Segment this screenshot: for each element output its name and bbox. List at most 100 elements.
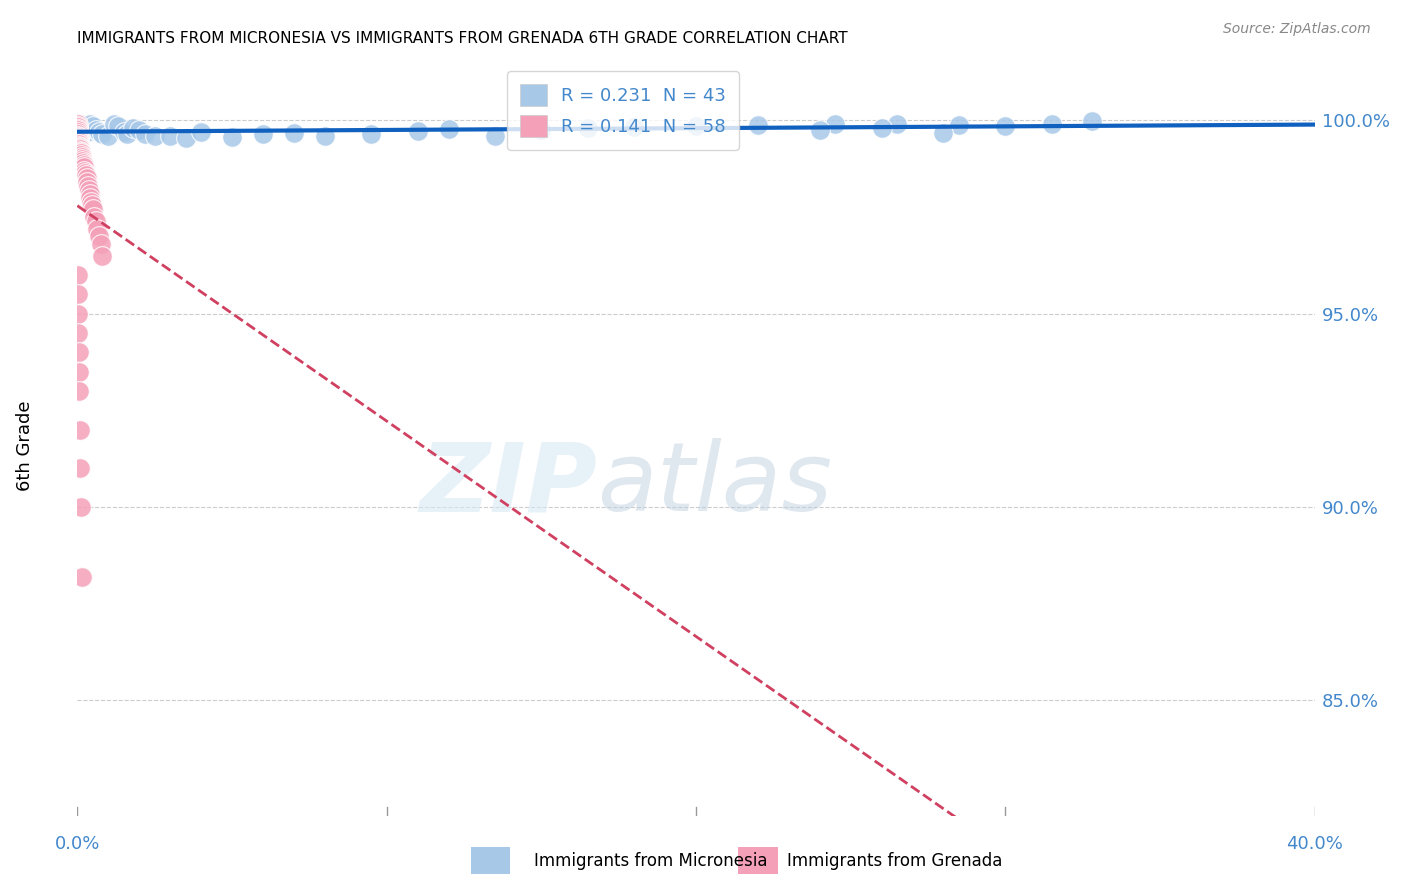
Point [437, 122, 460, 136]
Point [76, 125, 98, 139]
Text: ZIP: ZIP [419, 438, 598, 531]
Point [82, 198, 104, 212]
Point [66, 119, 89, 133]
Legend: R = 0.231  N = 43, R = 0.141  N = 58: R = 0.231 N = 43, R = 0.141 N = 58 [508, 71, 738, 150]
Text: atlas: atlas [598, 438, 832, 531]
Point [530, 123, 553, 137]
Text: Immigrants from Micronesia: Immigrants from Micronesia [534, 852, 768, 870]
Point [128, 123, 150, 137]
Point [932, 126, 955, 140]
Point [90, 237, 112, 252]
Point [252, 127, 274, 141]
Point [67, 128, 90, 143]
Point [115, 127, 138, 141]
Point [67, 365, 90, 379]
Point [103, 117, 125, 131]
Text: 40.0%: 40.0% [1286, 835, 1343, 853]
Point [67, 326, 90, 340]
Point [72, 119, 94, 133]
Point [67, 345, 90, 359]
Point [69, 145, 91, 160]
Point [66, 268, 89, 282]
Point [82, 202, 104, 217]
Point [221, 129, 243, 144]
Point [685, 119, 707, 133]
Point [77, 183, 100, 197]
Text: Source: ZipAtlas.com: Source: ZipAtlas.com [1223, 22, 1371, 37]
Point [69, 423, 91, 437]
Point [314, 128, 336, 143]
Text: 6th Grade: 6th Grade [17, 401, 34, 491]
Point [84, 214, 107, 228]
Point [69, 142, 91, 156]
Point [67, 127, 90, 141]
Point [72, 158, 94, 172]
Point [66, 123, 89, 137]
Point [70, 146, 93, 161]
Point [75, 169, 97, 183]
Point [91, 127, 114, 141]
Point [87, 125, 110, 139]
Point [76, 175, 98, 189]
Text: 0.0%: 0.0% [55, 835, 100, 853]
Point [77, 179, 100, 194]
Point [808, 123, 831, 137]
Point [886, 116, 908, 130]
Point [66, 120, 89, 135]
Point [66, 287, 89, 301]
Point [73, 160, 96, 174]
Point [86, 221, 108, 235]
Point [83, 210, 105, 224]
Point [69, 145, 91, 159]
Point [76, 171, 98, 186]
Point [112, 125, 135, 139]
Point [406, 124, 429, 138]
Point [190, 125, 212, 139]
Point [1040, 117, 1063, 131]
Point [623, 120, 645, 135]
Point [174, 130, 197, 145]
Point [73, 163, 96, 178]
Point [67, 136, 90, 151]
Point [70, 150, 93, 164]
Point [143, 128, 166, 143]
Point [97, 128, 120, 143]
Point [79, 186, 101, 201]
Point [67, 384, 90, 398]
Point [107, 119, 129, 133]
Point [1081, 114, 1104, 128]
Point [69, 137, 91, 152]
Point [122, 121, 145, 136]
Point [69, 141, 91, 155]
Point [70, 500, 93, 514]
Text: IMMIGRANTS FROM MICRONESIA VS IMMIGRANTS FROM GRENADA 6TH GRADE CORRELATION CHAR: IMMIGRANTS FROM MICRONESIA VS IMMIGRANTS… [77, 31, 848, 46]
Point [67, 135, 90, 149]
Point [948, 118, 970, 132]
Point [70, 152, 93, 166]
Point [69, 139, 91, 153]
Point [747, 118, 769, 132]
Point [994, 119, 1017, 133]
Point [134, 127, 156, 141]
Point [576, 121, 599, 136]
Point [159, 128, 181, 143]
Point [69, 138, 91, 153]
Point [75, 165, 96, 179]
Point [79, 191, 101, 205]
Point [70, 569, 93, 583]
Point [283, 126, 305, 140]
Point [870, 121, 893, 136]
Point [91, 249, 114, 263]
Point [69, 117, 91, 131]
Point [76, 121, 98, 136]
Point [360, 127, 382, 141]
Point [82, 119, 104, 133]
Point [87, 229, 110, 244]
Point [67, 129, 90, 144]
Point [66, 117, 89, 131]
Point [72, 153, 94, 168]
Point [67, 130, 90, 145]
Point [66, 307, 89, 321]
Point [72, 156, 94, 170]
Point [66, 125, 89, 139]
